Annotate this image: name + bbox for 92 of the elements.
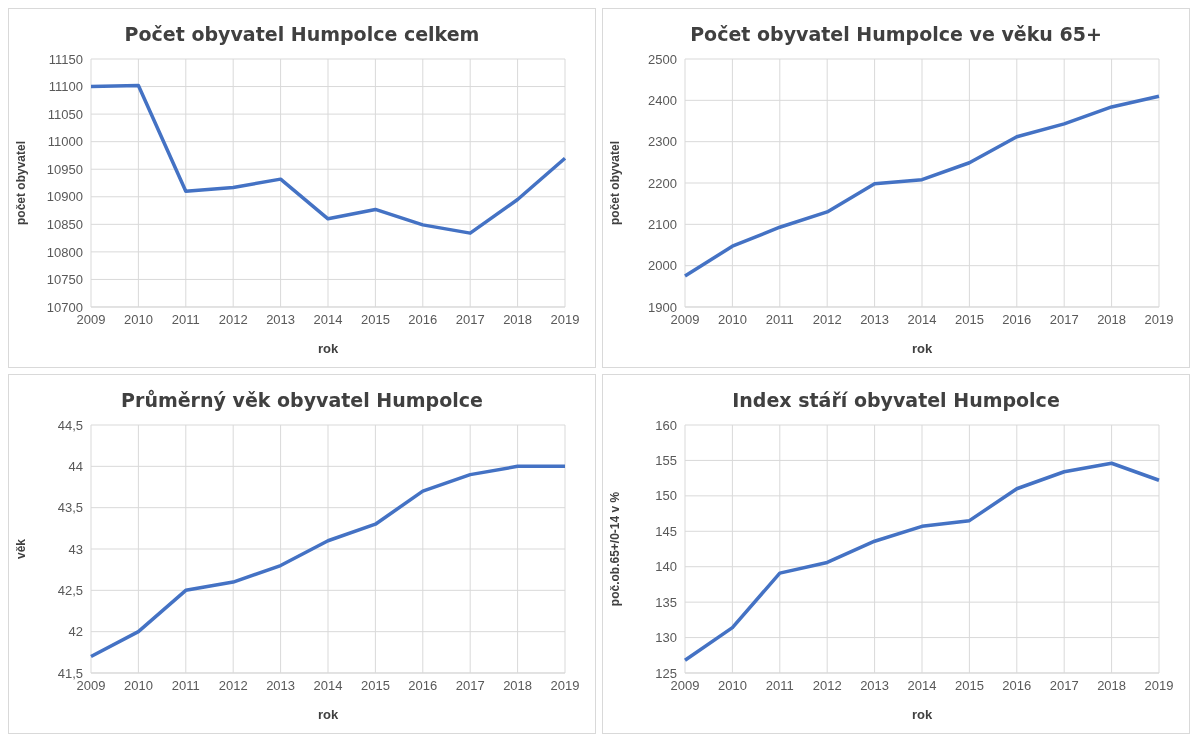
y-axis-title: počet obyvatel xyxy=(14,140,29,226)
x-tick-label: 2011 xyxy=(765,312,794,328)
y-tick-label: 2500 xyxy=(648,51,677,67)
x-tick-label: 2009 xyxy=(76,312,106,328)
x-tick-label: 2011 xyxy=(171,678,200,694)
x-tick-label: 2013 xyxy=(860,312,890,328)
y-tick-label: 43,5 xyxy=(57,500,83,516)
y-tick-label: 10750 xyxy=(46,272,83,288)
x-tick-label: 2017 xyxy=(1049,678,1079,694)
y-tick-label: 160 xyxy=(655,417,677,433)
x-tick-label: 2014 xyxy=(313,678,343,694)
chart-title: Index stáří obyvatel Humpolce xyxy=(731,389,1061,413)
x-tick-label: 2013 xyxy=(266,312,296,328)
x-tick-label: 2019 xyxy=(1144,678,1174,694)
x-tick-label: 2016 xyxy=(408,312,438,328)
y-tick-label: 42 xyxy=(68,624,83,640)
x-tick-label: 2009 xyxy=(670,678,700,694)
x-axis-title: rok xyxy=(317,341,339,356)
y-tick-label: 150 xyxy=(655,488,677,504)
line-series xyxy=(683,461,1161,662)
y-tick-label: 2400 xyxy=(648,92,677,108)
y-tick-label: 135 xyxy=(655,594,677,610)
x-tick-label: 2014 xyxy=(313,312,343,328)
y-tick-label: 11000 xyxy=(47,134,83,150)
x-tick-label: 2009 xyxy=(76,678,106,694)
x-tick-label: 2019 xyxy=(550,678,580,694)
y-tick-label: 11050 xyxy=(47,106,83,122)
x-tick-label: 2017 xyxy=(1049,312,1079,328)
y-tick-label: 44,5 xyxy=(57,417,83,433)
y-tick-label: 2200 xyxy=(648,175,677,191)
y-tick-label: 11100 xyxy=(48,79,83,95)
x-tick-label: 2019 xyxy=(1144,312,1174,328)
y-tick-label: 43 xyxy=(68,541,83,557)
chart-title: Počet obyvatel Humpolce ve věku 65+ xyxy=(689,23,1103,47)
y-tick-label: 2300 xyxy=(648,134,677,150)
x-tick-label: 2016 xyxy=(408,678,438,694)
x-tick-label: 2019 xyxy=(550,312,580,328)
y-tick-label: 2000 xyxy=(648,258,677,274)
x-axis-title: rok xyxy=(317,707,339,722)
y-tick-label: 130 xyxy=(655,630,677,646)
x-tick-label: 2014 xyxy=(907,678,937,694)
x-tick-label: 2010 xyxy=(123,678,153,694)
chart-title: Průměrný věk obyvatel Humpolce xyxy=(120,389,484,413)
x-tick-label: 2018 xyxy=(1097,678,1127,694)
x-tick-label: 2011 xyxy=(765,678,794,694)
y-tick-label: 10850 xyxy=(46,216,83,232)
x-tick-label: 2013 xyxy=(860,678,890,694)
x-tick-label: 2015 xyxy=(954,312,984,328)
line-series xyxy=(89,83,567,235)
x-tick-label: 2018 xyxy=(503,678,533,694)
x-axis-title: rok xyxy=(911,707,933,722)
y-tick-label: 11150 xyxy=(48,51,83,67)
y-tick-label: 2100 xyxy=(648,216,677,232)
y-tick-label: 10900 xyxy=(46,189,83,205)
y-tick-label: 10700 xyxy=(46,299,83,315)
x-tick-label: 2013 xyxy=(266,678,296,694)
x-tick-label: 2010 xyxy=(717,678,747,694)
x-tick-label: 2014 xyxy=(907,312,937,328)
y-tick-label: 10800 xyxy=(46,244,83,260)
x-tick-label: 2017 xyxy=(455,312,485,328)
x-tick-label: 2010 xyxy=(123,312,153,328)
y-tick-label: 155 xyxy=(655,453,677,469)
y-tick-label: 1900 xyxy=(648,299,677,315)
x-tick-label: 2015 xyxy=(954,678,984,694)
y-tick-label: 44 xyxy=(68,458,83,474)
x-tick-label: 2016 xyxy=(1002,678,1032,694)
y-tick-label: 42,5 xyxy=(57,582,83,598)
x-tick-label: 2017 xyxy=(455,678,485,694)
y-tick-label: 10950 xyxy=(46,161,83,177)
chart-title: Počet obyvatel Humpolce celkem xyxy=(123,23,481,47)
y-tick-label: 125 xyxy=(655,665,677,681)
line-series xyxy=(683,94,1161,278)
x-tick-label: 2011 xyxy=(171,312,200,328)
y-axis-title: počet obyvatel xyxy=(608,140,623,226)
y-axis-title: poč.ob.65+/0-14 v % xyxy=(608,491,623,607)
x-tick-label: 2015 xyxy=(360,312,390,328)
x-tick-label: 2018 xyxy=(503,312,533,328)
y-axis-title: věk xyxy=(14,538,29,560)
y-tick-label: 140 xyxy=(655,559,677,575)
x-tick-label: 2012 xyxy=(812,678,842,694)
x-tick-label: 2010 xyxy=(717,312,747,328)
x-tick-label: 2012 xyxy=(812,312,842,328)
x-tick-label: 2016 xyxy=(1002,312,1032,328)
y-tick-label: 145 xyxy=(655,523,677,539)
x-tick-label: 2012 xyxy=(218,312,248,328)
x-tick-label: 2015 xyxy=(360,678,390,694)
x-tick-label: 2018 xyxy=(1097,312,1127,328)
y-tick-label: 41,5 xyxy=(57,665,83,681)
line-series xyxy=(89,464,567,659)
x-tick-label: 2012 xyxy=(218,678,248,694)
x-axis-title: rok xyxy=(911,341,933,356)
x-tick-label: 2009 xyxy=(670,312,700,328)
